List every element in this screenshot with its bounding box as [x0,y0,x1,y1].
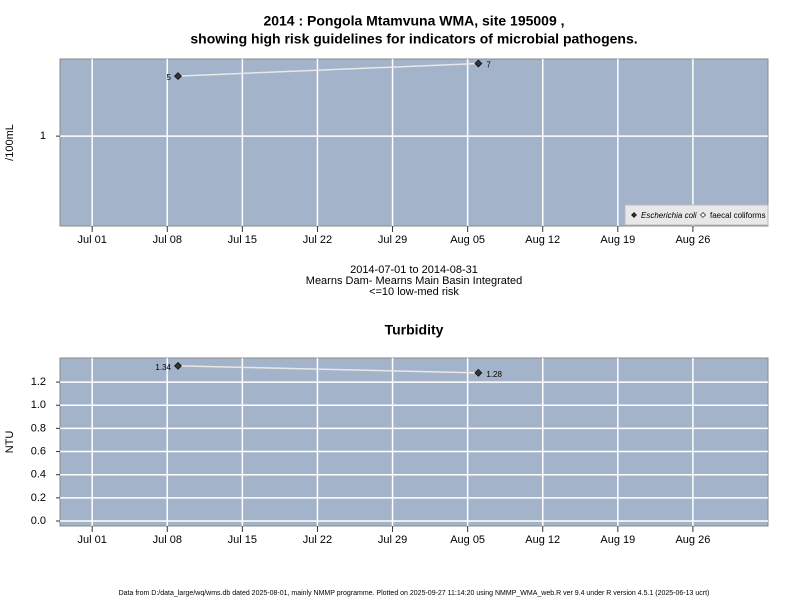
legend-marker [700,212,706,218]
y-tick-label: 0.4 [31,469,46,481]
y-tick-label: 1.2 [31,376,46,388]
x-tick-label: Jul 15 [228,534,257,546]
chart-note: <=10 low-med risk [369,286,459,298]
y-axis-label: /100mL [4,124,16,161]
data-label: 7 [486,61,491,70]
x-tick-label: Jul 08 [153,234,182,246]
data-point [174,72,182,80]
data-label: 1.34 [155,363,171,372]
data-point [174,361,182,370]
plot-area [59,357,769,527]
x-tick-label: Aug 12 [525,234,560,246]
x-tick-label: Jul 08 [153,534,182,546]
y-tick-label: 0.8 [31,422,46,434]
data-label: 5 [167,73,172,82]
y-tick-label: 1 [40,130,46,142]
x-tick-label: Aug 26 [675,534,710,546]
x-tick-label: Aug 05 [450,234,485,246]
footer: Data from D:/data_large/wq/wms.db dated … [119,590,710,597]
chart-title: showing high risk guidelines for indicat… [190,31,637,47]
legend: Escherichia coli faecal coliforms [624,204,769,226]
x-tick-label: Aug 19 [600,534,635,546]
x-tick-label: Jul 22 [303,234,332,246]
chart-note: Mearns Dam- Mearns Main Basin Integrated [306,275,522,287]
data-line [177,365,479,374]
y-tick-label: 0.0 [31,515,46,527]
data-line [177,62,479,77]
x-tick-label: Aug 05 [450,534,485,546]
data-point [474,59,483,68]
chart-title: 2014 : Pongola Mtamvuna WMA, site 195009… [263,13,564,29]
x-tick-label: Jul 15 [228,234,257,246]
legend-box [624,204,769,226]
plot-area [59,58,769,227]
y-axis-label: NTU [4,431,16,454]
chart-title: Turbidity [385,322,444,338]
legend-label: Escherichia coli [641,211,697,220]
x-tick-label: Aug 19 [600,234,635,246]
x-tick-label: Jul 01 [78,534,107,546]
x-tick-label: Jul 29 [378,534,407,546]
x-tick-label: Jul 22 [303,534,332,546]
data-label: 1.28 [486,370,502,379]
x-tick-label: Jul 01 [78,234,107,246]
chart-note: 2014-07-01 to 2014-08-31 [350,264,478,276]
y-tick-label: 0.6 [31,445,46,457]
legend-marker [631,212,637,218]
legend-label: faecal coliforms [710,211,766,220]
y-tick-label: 0.2 [31,492,46,504]
x-tick-label: Aug 26 [675,234,710,246]
x-tick-label: Aug 12 [525,534,560,546]
x-tick-label: Jul 29 [378,234,407,246]
data-point [474,368,483,377]
y-tick-label: 1.0 [31,399,46,411]
